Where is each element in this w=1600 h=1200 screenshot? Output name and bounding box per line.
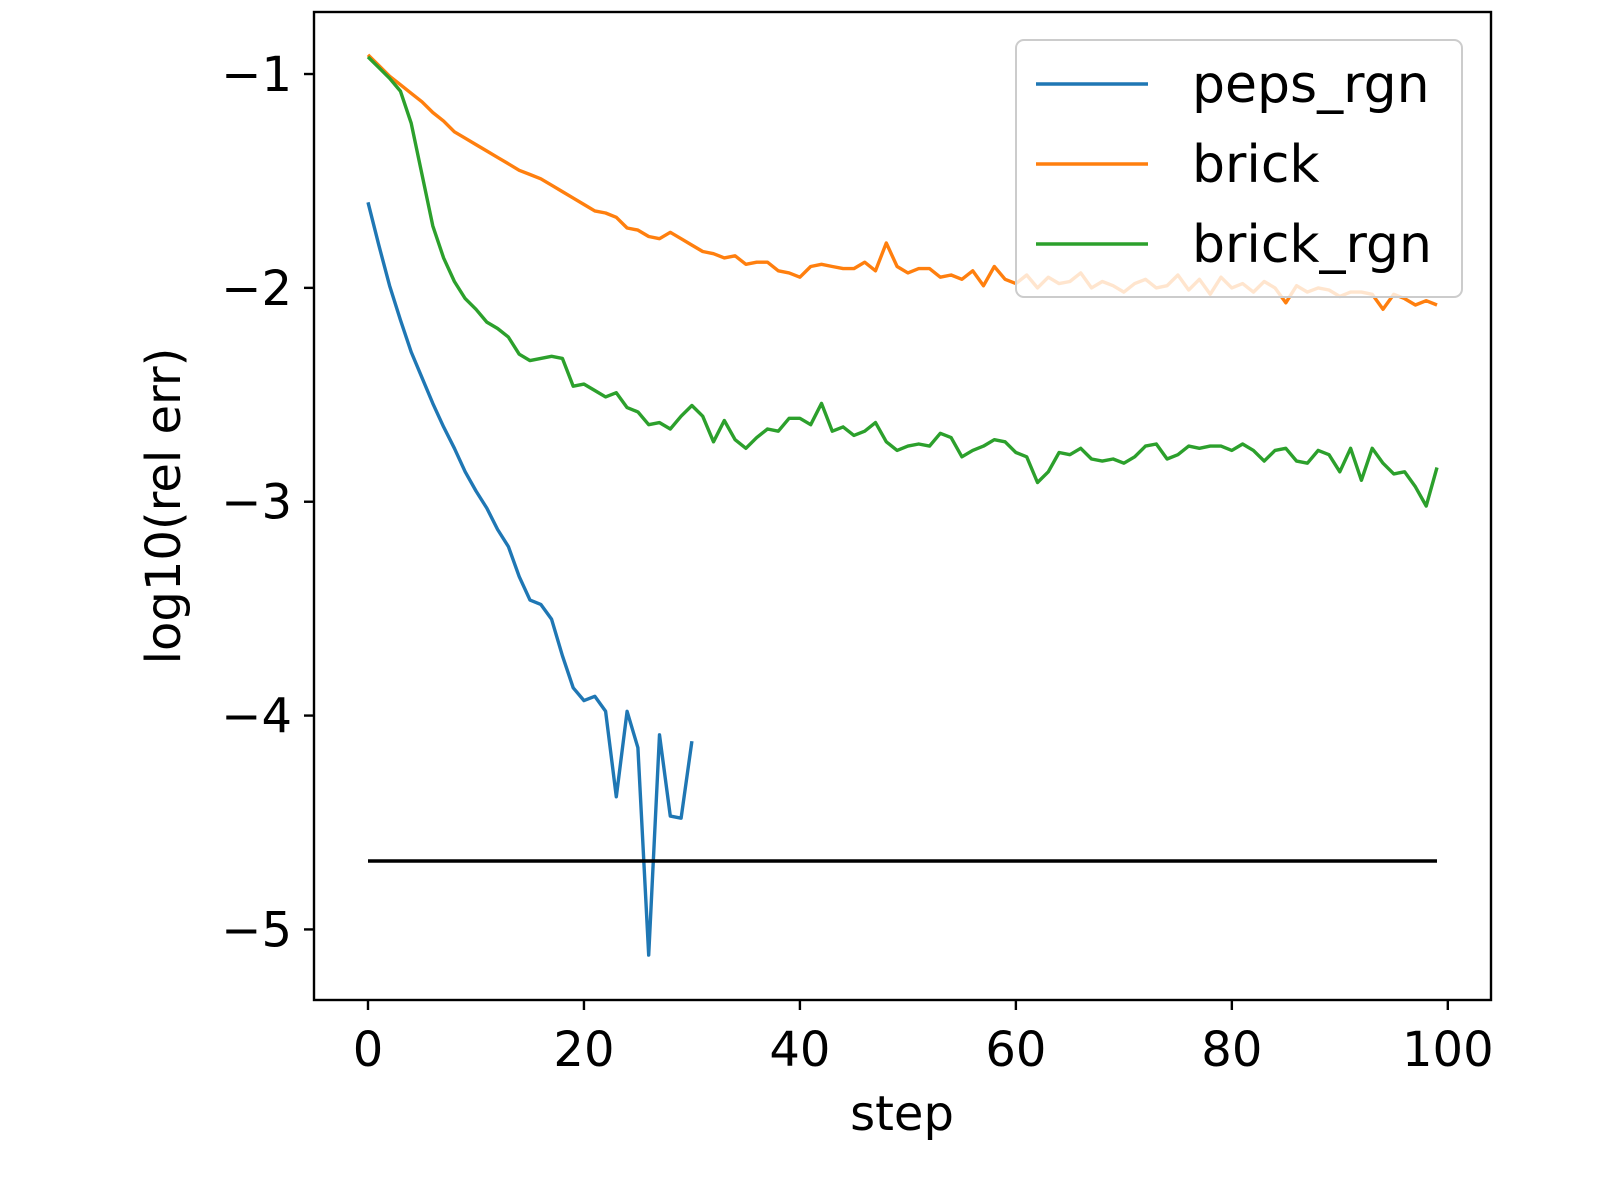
- y-tick-label: −1: [221, 47, 292, 103]
- x-tick-label: 80: [1201, 1022, 1262, 1078]
- plot-frame: [312, 10, 1493, 1002]
- x-ticks: 0 20 40 60 80 100: [353, 1000, 1494, 1078]
- legend-label-peps-rgn: peps_rgn: [1192, 55, 1430, 115]
- series-line-brick-rgn: [366, 55, 1439, 508]
- legend-box: [1015, 39, 1463, 298]
- y-tick-label: −5: [221, 902, 292, 958]
- legend-label-brick: brick: [1192, 135, 1320, 195]
- x-tick-label: 20: [553, 1022, 614, 1078]
- x-tick-label: 40: [769, 1022, 830, 1078]
- y-tick-label: −4: [221, 689, 292, 745]
- y-ticks: −1 −2 −3 −4 −5: [221, 47, 314, 958]
- y-axis-label: log10(rel err): [136, 348, 192, 665]
- x-tick-label: 60: [985, 1022, 1046, 1078]
- x-tick-label: 0: [353, 1022, 384, 1078]
- series-line-peps-rgn: [366, 201, 694, 957]
- legend-label-brick-rgn: brick_rgn: [1192, 215, 1432, 275]
- y-tick-label: −2: [221, 261, 292, 317]
- x-tick-label: 100: [1402, 1022, 1494, 1078]
- y-tick-label: −3: [221, 475, 292, 531]
- x-axis-label: step: [850, 1086, 954, 1142]
